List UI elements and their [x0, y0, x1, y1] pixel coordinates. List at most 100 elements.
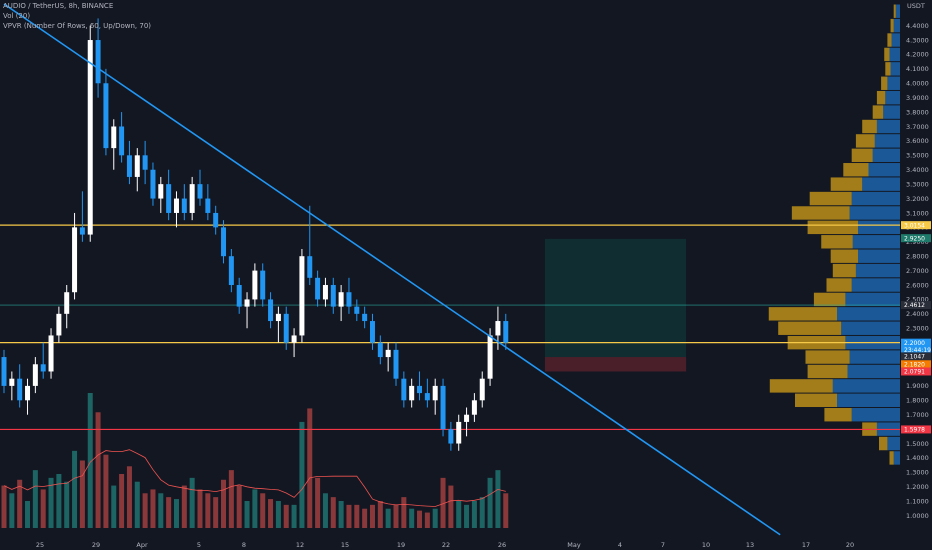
volume-profile-row-down [849, 206, 900, 220]
volume-profile-row-up [851, 148, 873, 163]
volume-bar [9, 493, 15, 528]
volume-bar [495, 470, 501, 528]
price-tag [901, 352, 931, 361]
volume-bar [283, 504, 289, 528]
volume-profile-row-down [887, 436, 900, 451]
candle-body [17, 378, 23, 401]
volume-profile-row-up [830, 249, 858, 263]
volume-bar [228, 470, 234, 528]
volume-profile-row-up [855, 134, 875, 148]
volume-profile-row-down [874, 134, 900, 148]
price-tick-label: 2.8000 [906, 252, 929, 260]
volume-bars [1, 393, 509, 528]
candle-body [377, 342, 383, 358]
candle-body [25, 385, 31, 401]
symbol-legend[interactable]: AUDIO / TetherUS, 8h, BINANCE [3, 2, 114, 10]
price-tick-label: 4.4000 [906, 22, 929, 30]
volume-profile-row-up [805, 350, 850, 364]
price-tick-label: 4.0000 [906, 80, 929, 88]
price-tick-label: 1.2000 [906, 483, 929, 491]
time-axis[interactable]: 25 29 Apr 5 8 12 15 19 22 26 May 4 7 10 13 17 20 [36, 541, 854, 549]
volume-ma [3, 449, 506, 507]
candle-body [166, 184, 172, 213]
volume-profile-row-down [851, 191, 900, 206]
currency-label: USDT [907, 2, 925, 10]
volume-ma-line [3, 449, 506, 507]
candle-body [291, 335, 297, 343]
price-tick-label: 2.3000 [906, 325, 929, 333]
candle-body [103, 83, 109, 149]
time-tick-label: 12 [296, 541, 304, 549]
time-tick-label: 4 [618, 541, 622, 549]
time-tick-label: 7 [661, 541, 665, 549]
volume-profile-row-up [885, 62, 891, 76]
volume-profile-row-down [837, 393, 900, 408]
price-tick-label: 4.1000 [906, 65, 929, 73]
volume-bar [424, 512, 430, 528]
candle-body [315, 277, 321, 300]
volume-profile-row-down [885, 90, 900, 105]
price-axis-background [900, 0, 932, 550]
long-position-tool[interactable] [544, 238, 687, 372]
candle-body [440, 385, 446, 430]
volume-bar [487, 477, 493, 528]
candle-body [260, 270, 266, 300]
volume-profile-row-up [826, 278, 852, 292]
volume-profile-row-up [872, 105, 884, 119]
price-tick-label: 3.2000 [906, 195, 929, 203]
time-tick-label: 17 [802, 541, 810, 549]
volume-bar [56, 474, 62, 528]
candle-body [503, 321, 509, 343]
candle-body [409, 385, 415, 401]
volume-profile-row-up [807, 364, 848, 379]
price-tag-label: 2.4612 [904, 302, 925, 309]
candle-body [268, 299, 274, 322]
volume-profile-row-up [862, 119, 877, 134]
volume-bar [87, 393, 93, 528]
volume-profile-row-up [824, 408, 852, 422]
candle-body [236, 285, 242, 307]
volume-bar [95, 412, 101, 528]
volume-profile-row-up [821, 235, 853, 249]
descending-trendline[interactable] [3, 3, 781, 536]
volume-bar [244, 501, 250, 528]
vpvr-legend[interactable]: VPVR (Number Of Rows, 60, Up/Down, 70) [3, 22, 152, 30]
position-stop-zone[interactable] [544, 357, 687, 372]
volume-bar [158, 493, 164, 528]
volume-profile-row-up [813, 292, 846, 307]
price-tag [901, 234, 931, 243]
price-tag-label: 2.2000 [904, 340, 925, 347]
volume-bar [432, 508, 438, 528]
price-tag [901, 425, 931, 434]
price-tag [901, 221, 931, 230]
volume-profile-row-up [893, 4, 896, 18]
candle-body [417, 385, 423, 394]
volume-bar [197, 489, 203, 528]
volume-profile-row-up [778, 321, 842, 335]
volume-bar [181, 485, 187, 528]
volume-bar [330, 497, 336, 528]
candle-body [275, 313, 281, 322]
candle-body [354, 306, 360, 314]
volume-bar [440, 477, 446, 528]
price-tick-label: 2.4000 [906, 310, 929, 318]
volume-bar [25, 501, 31, 528]
trendline[interactable] [3, 3, 781, 536]
volume-bar [448, 485, 454, 528]
price-tag-label: 2.1820 [904, 361, 925, 368]
volume-legend[interactable]: Vol (20) [3, 12, 31, 20]
position-target-zone[interactable] [544, 238, 687, 358]
price-tick-label: 1.4000 [906, 454, 929, 462]
volume-profile-row-up [768, 307, 837, 321]
volume-bar [236, 485, 242, 528]
price-tag-label: 2.9250 [904, 235, 925, 242]
candle-body [401, 378, 407, 401]
price-axis[interactable]: USDT 4.4000 4.3000 4.2000 4.1000 4.0000 3.900… [900, 0, 932, 550]
candle-body [40, 364, 46, 372]
candle-body [119, 126, 125, 156]
candle-body [126, 155, 132, 177]
volume-profile-row-down [862, 177, 900, 191]
price-tick-label: 3.5000 [906, 152, 929, 160]
volume-bar [471, 501, 477, 528]
